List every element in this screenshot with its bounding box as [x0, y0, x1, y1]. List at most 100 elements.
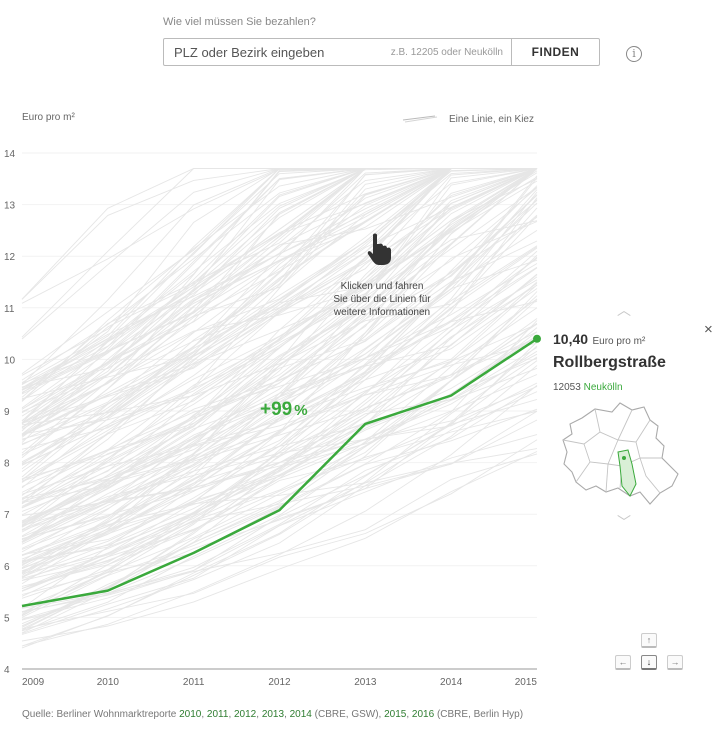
kiez-line[interactable] — [21, 342, 538, 509]
kiez-line[interactable] — [21, 168, 537, 425]
arrow-down-key[interactable]: ↓ — [641, 655, 657, 670]
kiez-line[interactable] — [21, 374, 538, 562]
kiez-line[interactable] — [21, 453, 538, 613]
chevron-down-icon[interactable]: ﹀ — [617, 514, 631, 530]
plz-code: 12053 — [553, 382, 581, 393]
kiez-line[interactable] — [21, 350, 538, 581]
kiez-line[interactable] — [21, 254, 538, 625]
kiez-line[interactable] — [21, 335, 538, 582]
kiez-line[interactable] — [21, 216, 538, 482]
source-mid: (CBRE, GSW), — [311, 709, 385, 720]
kiez-line[interactable] — [21, 451, 538, 642]
chevron-up-icon[interactable]: ︿ — [617, 302, 631, 318]
kiez-line[interactable] — [21, 307, 538, 631]
arrow-up-key[interactable]: ↑ — [641, 633, 657, 648]
kiez-line[interactable] — [21, 298, 538, 616]
legend-label: Eine Linie, ein Kiez — [449, 114, 534, 125]
kiez-line[interactable] — [21, 410, 538, 609]
kiez-line[interactable] — [21, 258, 538, 565]
kiez-line[interactable] — [21, 177, 538, 617]
source-link-2013[interactable]: 2013 — [261, 709, 285, 720]
kiez-line[interactable] — [21, 168, 538, 450]
kiez-line[interactable] — [21, 434, 538, 613]
arrow-left-key[interactable]: ← — [615, 655, 631, 670]
x-tick-label: 2014 — [440, 677, 463, 688]
kiez-line[interactable] — [21, 367, 538, 517]
kiez-line[interactable] — [21, 199, 538, 543]
close-icon[interactable]: × — [704, 321, 713, 338]
search-question: Wie viel müssen Sie bezahlen? — [163, 16, 316, 28]
kiez-line[interactable] — [21, 168, 538, 578]
price-unit: Euro pro m² — [592, 336, 646, 347]
change-label: +99% — [260, 399, 308, 420]
kiez-line[interactable] — [21, 207, 538, 590]
kiez-line[interactable] — [21, 284, 538, 569]
kiez-line[interactable] — [21, 168, 538, 524]
source-prefix: Quelle: Berliner Wohnmarktreporte — [22, 709, 180, 720]
kiez-line[interactable] — [21, 398, 538, 597]
kiez-line[interactable] — [21, 391, 538, 634]
kiez-line[interactable] — [21, 168, 538, 533]
highlight-endpoint[interactable] — [533, 334, 541, 343]
kiez-line[interactable] — [21, 168, 538, 424]
kiez-line[interactable] — [21, 168, 538, 436]
source-link-2010[interactable]: 2010 — [179, 709, 202, 720]
search-input[interactable] — [164, 39, 391, 65]
kiez-line[interactable] — [21, 168, 538, 424]
x-tick-label: 2011 — [183, 677, 205, 688]
kiez-line[interactable] — [21, 385, 538, 620]
kiez-line[interactable] — [21, 410, 538, 589]
kiez-line[interactable] — [21, 168, 538, 400]
kiez-line[interactable] — [21, 168, 538, 445]
source-link-2012[interactable]: 2012 — [234, 709, 257, 720]
kiez-line[interactable] — [21, 187, 538, 550]
kiez-line[interactable] — [21, 365, 538, 635]
kiez-line[interactable] — [21, 168, 538, 509]
source-link-2014[interactable]: 2014 — [289, 709, 312, 720]
kiez-line[interactable] — [21, 439, 538, 630]
kiez-line[interactable] — [21, 168, 538, 470]
legend-line — [402, 115, 436, 121]
source-link-2016[interactable]: 2016 — [411, 709, 435, 720]
find-button[interactable]: FINDEN — [511, 39, 599, 65]
location-marker — [622, 456, 626, 460]
y-tick-label: 11 — [4, 304, 15, 315]
kiez-line[interactable] — [21, 385, 538, 647]
kiez-line[interactable] — [21, 168, 538, 592]
source-sep: , — [228, 709, 234, 720]
arrow-right-key[interactable]: → — [667, 655, 683, 670]
plz-row: 12053 Neukölln — [553, 382, 623, 393]
kiez-line[interactable] — [21, 360, 538, 647]
kiez-line[interactable] — [21, 408, 538, 595]
kiez-line[interactable] — [21, 215, 538, 563]
source-link-2011[interactable]: 2011 — [206, 709, 229, 720]
search-hint: z.B. 12205 oder Neukölln — [390, 47, 503, 58]
kiez-line[interactable] — [21, 279, 538, 599]
rent-line-chart[interactable]: Euro pro m² Eine Linie, ein Kiez 4 5 6 7 8 9 10 1… — [0, 100, 720, 700]
kiez-line[interactable] — [21, 240, 538, 499]
source-sep: , — [406, 709, 412, 720]
kiez-line[interactable] — [21, 345, 538, 628]
kiez-line[interactable] — [21, 263, 538, 537]
kiez-line[interactable] — [21, 448, 538, 557]
kiez-line[interactable] — [21, 168, 538, 531]
kiez-line[interactable] — [21, 337, 538, 523]
kiez-line[interactable] — [21, 220, 538, 435]
kiez-line[interactable] — [21, 221, 538, 527]
kiez-line[interactable] — [21, 194, 538, 538]
kiez-line[interactable] — [21, 197, 538, 613]
kiez-line[interactable] — [21, 168, 537, 441]
source-link-2015[interactable]: 2015 — [384, 709, 407, 720]
info-icon[interactable]: i — [626, 46, 642, 62]
kiez-line[interactable] — [21, 341, 538, 621]
kiez-line[interactable] — [21, 170, 538, 509]
kiez-line[interactable] — [21, 353, 538, 563]
y-tick-label: 4 — [4, 665, 10, 676]
highlight-series-line[interactable] — [21, 337, 538, 608]
kiez-line[interactable] — [21, 168, 538, 523]
kiez-line[interactable] — [21, 382, 538, 530]
district-name[interactable]: Neukölln — [583, 382, 623, 393]
kiez-line[interactable] — [21, 281, 538, 572]
kiez-line[interactable] — [21, 300, 538, 526]
kiez-line[interactable] — [21, 284, 538, 615]
